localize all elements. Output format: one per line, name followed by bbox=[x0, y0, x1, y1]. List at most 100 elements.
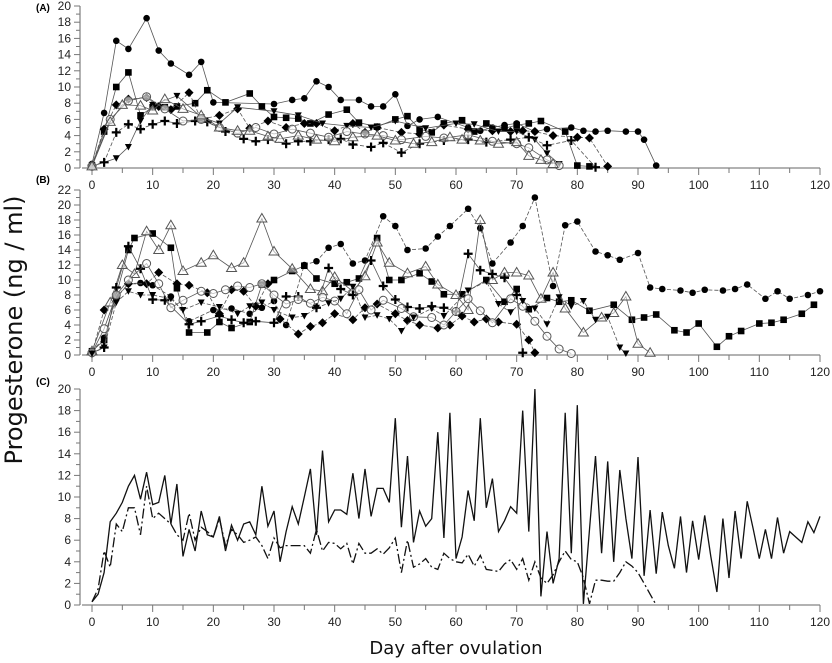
filled-square-point bbox=[501, 298, 508, 306]
filled-circle-point bbox=[476, 127, 484, 135]
open-triangle-point bbox=[547, 157, 559, 168]
open-circle-point bbox=[451, 307, 461, 316]
open-triangle-point bbox=[304, 283, 317, 293]
filled-circle-point bbox=[604, 251, 611, 259]
plus-point bbox=[123, 241, 133, 251]
filled-square-point bbox=[331, 280, 338, 288]
filled-triangle-down-point bbox=[361, 314, 369, 321]
open-triangle-point bbox=[262, 130, 274, 141]
panel-label: (B) bbox=[36, 175, 50, 186]
series-line bbox=[91, 388, 821, 604]
open-triangle-point bbox=[595, 311, 608, 322]
filled-square-point bbox=[416, 125, 423, 133]
open-triangle-point bbox=[213, 121, 226, 132]
x-tick-label: 40 bbox=[328, 365, 342, 379]
filled-square-point bbox=[428, 278, 436, 285]
filled-circle-point bbox=[519, 222, 527, 230]
filled-circle-point bbox=[689, 289, 696, 297]
x-tick-label: 100 bbox=[689, 615, 709, 629]
open-circle-point bbox=[208, 289, 218, 298]
filled-triangle-down-point bbox=[100, 344, 108, 351]
open-triangle-point bbox=[328, 271, 341, 281]
filled-triangle-down-point bbox=[173, 92, 181, 100]
filled-circle-point bbox=[531, 194, 539, 201]
open-circle-point bbox=[142, 259, 152, 268]
y-tick-label: 4 bbox=[64, 318, 71, 332]
filled-square-point bbox=[470, 128, 478, 135]
filled-square-point bbox=[149, 230, 156, 237]
open-circle-point bbox=[396, 304, 406, 313]
filled-square-point bbox=[768, 319, 775, 327]
open-triangle-point bbox=[371, 129, 384, 140]
open-circle-point bbox=[281, 299, 291, 309]
filled-circle-point bbox=[288, 96, 296, 104]
filled-circle-point bbox=[125, 45, 132, 53]
filled-circle-point bbox=[446, 222, 454, 230]
filled-triangle-down-point bbox=[555, 294, 563, 301]
filled-triangle-down-point bbox=[367, 124, 375, 131]
y-tick-label: 20 bbox=[58, 0, 72, 13]
x-tick-label: 110 bbox=[750, 365, 769, 379]
filled-square-point bbox=[343, 106, 351, 113]
x-tick-label: 30 bbox=[267, 365, 281, 379]
filled-square-point bbox=[270, 113, 278, 121]
filled-triangle-down-point bbox=[531, 305, 539, 312]
plus-point bbox=[281, 139, 291, 149]
plus-point bbox=[591, 162, 601, 172]
x-tick-label: 20 bbox=[207, 615, 221, 629]
plus-point bbox=[227, 315, 237, 325]
filled-square-point bbox=[440, 290, 448, 298]
open-triangle-point bbox=[371, 236, 384, 247]
open-circle-point bbox=[269, 290, 279, 300]
open-circle-point bbox=[196, 286, 206, 296]
open-triangle-point bbox=[140, 225, 153, 236]
filled-circle-point bbox=[270, 100, 278, 108]
x-tick-label: 80 bbox=[571, 178, 585, 192]
filled-square-point bbox=[325, 111, 332, 118]
filled-square-point bbox=[343, 278, 351, 286]
filled-triangle-down-point bbox=[373, 312, 381, 319]
filled-circle-point bbox=[580, 127, 587, 135]
filled-triangle-down-point bbox=[622, 350, 630, 357]
plus-point bbox=[184, 319, 194, 329]
plus-point bbox=[239, 318, 249, 328]
filled-square-point bbox=[683, 329, 690, 336]
open-circle-point bbox=[160, 104, 170, 114]
x-tick-label: 0 bbox=[89, 615, 96, 629]
filled-circle-point bbox=[392, 222, 399, 230]
filled-diamond-point bbox=[318, 318, 328, 328]
plus-point bbox=[336, 284, 346, 294]
filled-square-point bbox=[191, 99, 199, 107]
plus-point bbox=[160, 295, 170, 305]
y-tick-label: 12 bbox=[58, 64, 72, 78]
filled-circle-point bbox=[434, 113, 442, 121]
filled-square-point bbox=[301, 262, 308, 270]
filled-circle-point bbox=[313, 78, 320, 85]
filled-diamond-point bbox=[524, 335, 534, 345]
filled-triangle-down-point bbox=[300, 313, 308, 320]
filled-diamond-point bbox=[263, 116, 273, 126]
plus-point bbox=[415, 304, 425, 313]
filled-circle-point bbox=[731, 285, 739, 293]
plus-point bbox=[378, 281, 388, 291]
filled-triangle-down-point bbox=[288, 314, 296, 321]
x-tick-label: 30 bbox=[267, 178, 281, 192]
filled-circle-point bbox=[416, 116, 423, 123]
open-circle-point bbox=[123, 275, 133, 285]
filled-circle-point bbox=[677, 287, 684, 294]
y-tick-label: 14 bbox=[58, 447, 72, 461]
y-tick-label: 16 bbox=[58, 425, 72, 439]
x-tick-label: 30 bbox=[267, 615, 281, 629]
x-tick-label: 40 bbox=[328, 615, 342, 629]
open-triangle-point bbox=[243, 124, 256, 135]
filled-triangle-down-point bbox=[616, 344, 624, 351]
filled-diamond-point bbox=[154, 268, 164, 277]
x-tick-label: 60 bbox=[449, 178, 463, 192]
filled-circle-point bbox=[349, 260, 357, 267]
series-5 bbox=[87, 116, 601, 172]
open-circle-point bbox=[421, 131, 431, 141]
filled-square-point bbox=[416, 269, 423, 277]
open-triangle-point bbox=[195, 109, 208, 120]
panel-a: (A) 0 2 4 6 8 10 12 14 16 18 20 0 10 20 30 40 50 60 70 80 90 1… bbox=[36, 0, 830, 192]
x-tick-label: 60 bbox=[449, 615, 463, 629]
